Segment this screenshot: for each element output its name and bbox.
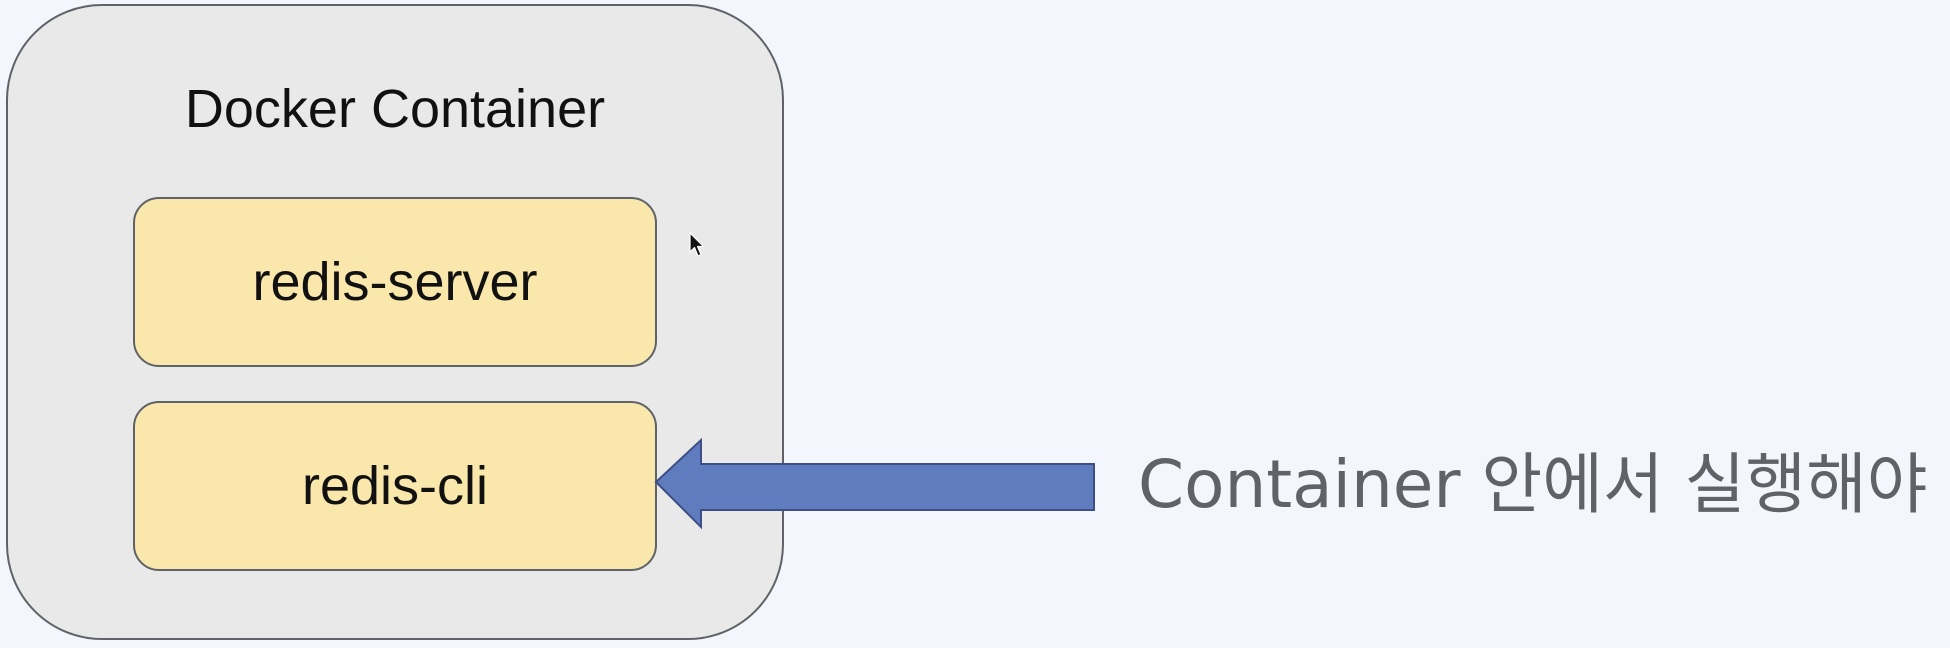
annotation-text: Container 안에서 실행해야 bbox=[1138, 446, 1928, 523]
redis-server-box: redis-server bbox=[133, 197, 657, 367]
redis-cli-box: redis-cli bbox=[133, 401, 657, 571]
arrow-shape bbox=[654, 437, 1095, 530]
docker-container-title: Docker Container bbox=[184, 79, 606, 139]
mouse-pointer-icon bbox=[689, 232, 705, 257]
left-arrow-icon bbox=[654, 437, 1095, 530]
redis-server-label: redis-server bbox=[252, 252, 538, 312]
redis-cli-label: redis-cli bbox=[301, 456, 489, 516]
